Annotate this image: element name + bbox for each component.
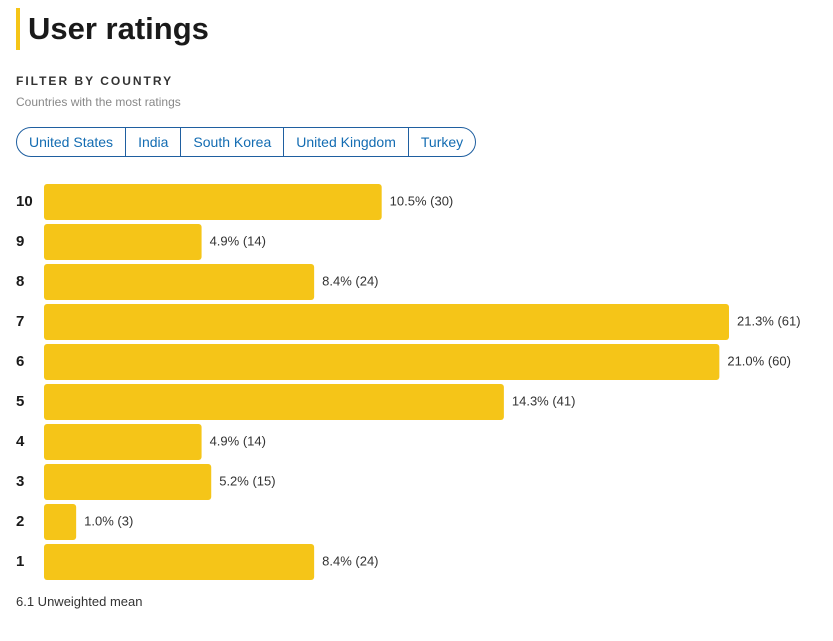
category-label: 6 xyxy=(16,353,24,370)
bar xyxy=(44,464,212,500)
title: User ratings xyxy=(16,8,209,50)
bar xyxy=(44,504,77,540)
category-label: 8 xyxy=(16,273,24,290)
category-label: 7 xyxy=(16,313,24,330)
value-label: 21.0% (60) xyxy=(727,353,791,368)
value-label: 21.3% (61) xyxy=(737,313,801,328)
chart: 10 10.5% (30) 9 4.9% (14) 8 8.4% (24) 7 21.3% (… xyxy=(16,184,801,580)
value-label: 8.4% (24) xyxy=(322,273,378,288)
category-label: 4 xyxy=(16,433,25,450)
bar xyxy=(44,544,315,580)
bar xyxy=(44,384,504,420)
bar xyxy=(44,264,315,300)
bar xyxy=(44,424,202,460)
value-label: 8.4% (24) xyxy=(322,553,378,568)
category-label: 2 xyxy=(16,513,24,530)
value-label: 10.5% (30) xyxy=(390,193,454,208)
filter-button[interactable]: United States xyxy=(29,134,114,150)
filter-button[interactable]: South Korea xyxy=(180,128,283,156)
category-label: 10 xyxy=(16,193,33,210)
filter-button[interactable]: India xyxy=(125,128,180,156)
filter-group: United States India South Korea United King… xyxy=(16,127,477,157)
filter-button[interactable]: Turkey xyxy=(407,128,475,156)
filter-button[interactable]: United Kingdom xyxy=(283,128,408,156)
category-label: 1 xyxy=(16,553,24,570)
filter-label: FILTER BY COUNTRY xyxy=(16,74,174,88)
value-label: 5.2% (15) xyxy=(219,473,275,488)
category-label: 3 xyxy=(16,473,24,490)
value-label: 14.3% (41) xyxy=(512,393,576,408)
value-label: 4.9% (14) xyxy=(210,233,266,248)
category-label: 9 xyxy=(16,233,24,250)
category-label: 5 xyxy=(16,393,24,410)
value-label: 1.0% (3) xyxy=(84,513,133,528)
bar xyxy=(44,344,720,380)
bar xyxy=(44,304,729,340)
filter-hint: Countries with the most ratings xyxy=(16,95,181,109)
bar xyxy=(44,224,202,260)
value-label: 4.9% (14) xyxy=(210,433,266,448)
bar xyxy=(44,184,382,220)
footer: 6.1 Unweighted mean xyxy=(16,594,143,609)
